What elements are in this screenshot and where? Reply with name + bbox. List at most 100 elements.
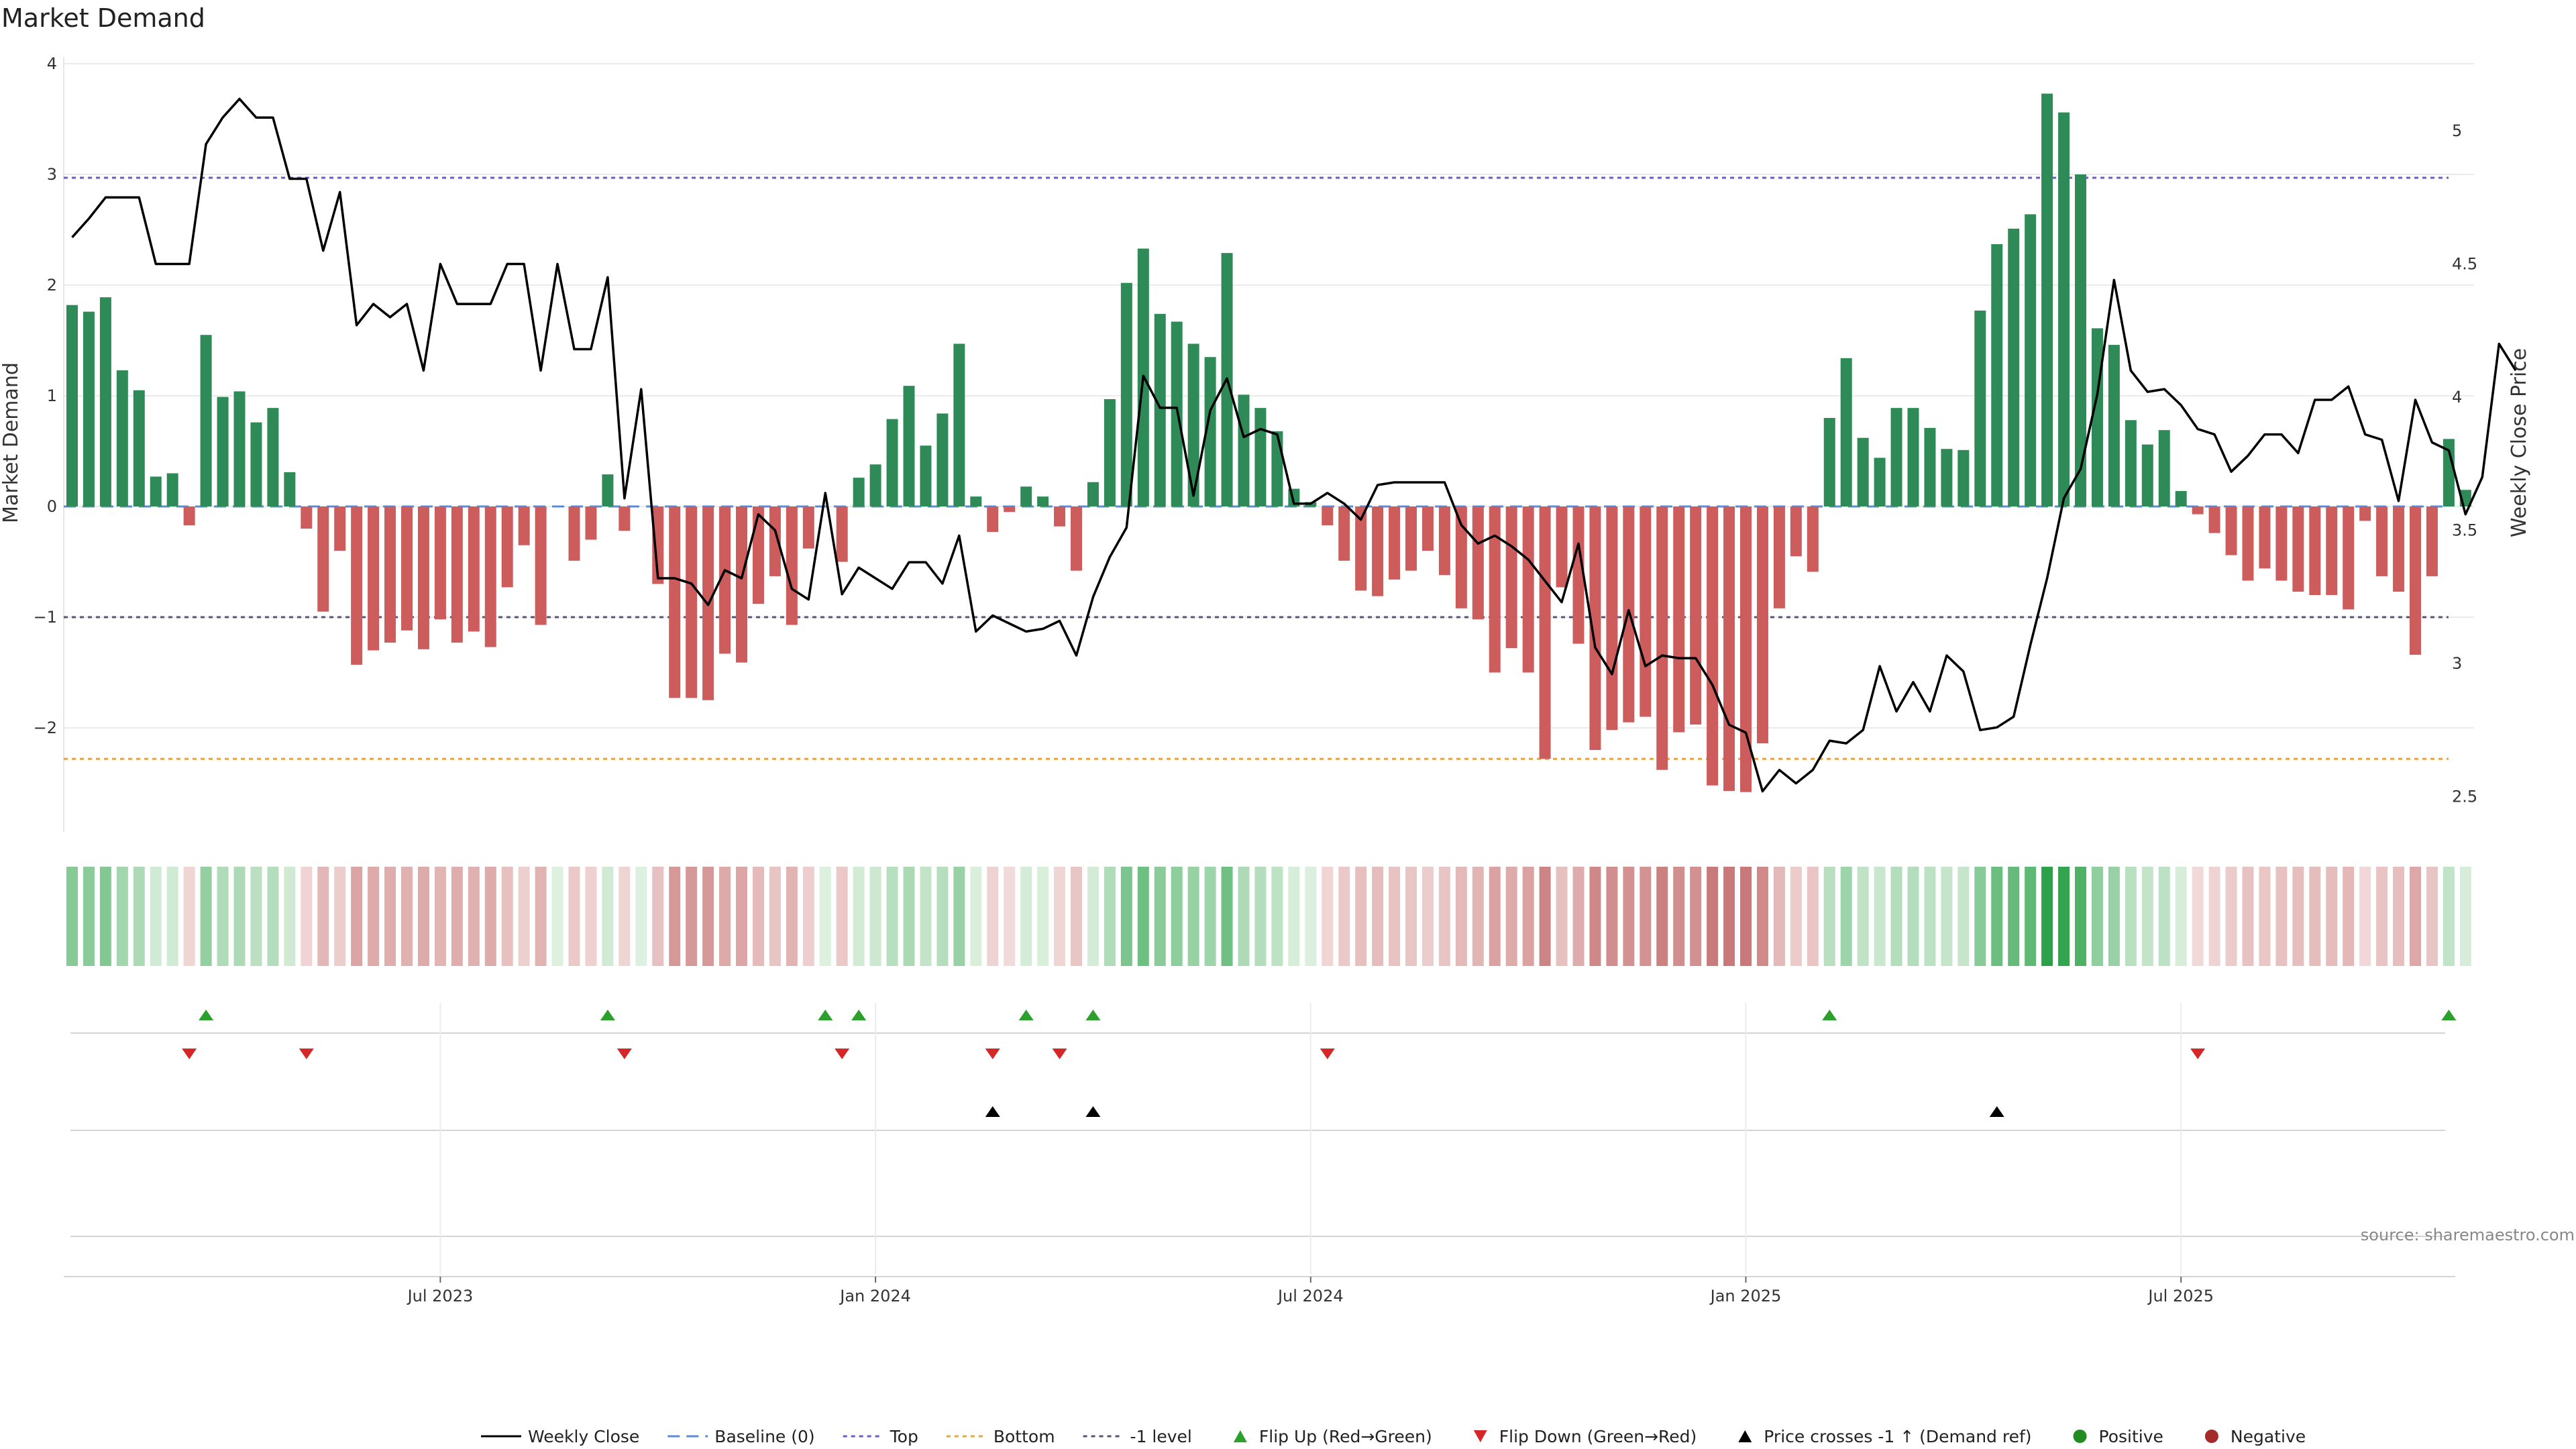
demand-bar-positive <box>936 413 949 506</box>
demand-bar-negative <box>535 506 547 625</box>
heat-cell <box>836 867 848 966</box>
demand-bar-positive <box>2058 112 2070 507</box>
heat-cell <box>384 867 396 966</box>
heat-cell <box>2343 867 2355 966</box>
heat-cell <box>451 867 463 966</box>
heat-cell <box>551 867 564 966</box>
heat-cell <box>1305 867 1317 966</box>
demand-bar-positive <box>166 473 178 506</box>
flip-down-marker <box>835 1049 850 1059</box>
price-cross-marker <box>1989 1106 2004 1117</box>
left-axis-label: Market Demand <box>0 362 23 523</box>
demand-bar-negative <box>1522 506 1534 673</box>
demand-bar-positive <box>1823 418 1835 506</box>
demand-bar-positive <box>2025 214 2037 506</box>
demand-bar-negative <box>1372 506 1384 596</box>
demand-bar-negative <box>301 506 313 529</box>
demand-bar-negative <box>384 506 396 643</box>
demand-bar-negative <box>417 506 429 649</box>
price-cross-marker <box>985 1106 1000 1117</box>
heat-cell <box>1656 867 1668 966</box>
demand-bar-negative <box>1790 506 1802 557</box>
demand-bar-positive <box>1874 458 1886 506</box>
demand-bar-positive <box>116 370 128 506</box>
heat-cell <box>1890 867 1902 966</box>
x-tick-label: Jan 2024 <box>839 1287 911 1305</box>
legend-label: Price crosses -1 ↑ (Demand ref) <box>1764 1427 2031 1446</box>
demand-bar-negative <box>401 506 413 631</box>
heat-cell <box>1020 867 1032 966</box>
legend-label: Bottom <box>994 1427 1055 1446</box>
demand-bar-negative <box>317 506 329 612</box>
demand-bar-negative <box>1807 506 1819 572</box>
legend-swatch-flip-down <box>1473 1430 1487 1442</box>
heat-cell <box>2410 867 2421 966</box>
legend-swatch-positive <box>2073 1430 2087 1443</box>
demand-bar-positive <box>1254 408 1267 506</box>
heat-cell <box>920 867 932 966</box>
demand-bar-negative <box>1421 506 1434 551</box>
demand-bar-negative <box>752 506 764 604</box>
heat-cell <box>1372 867 1384 966</box>
demand-bar-negative <box>1539 506 1551 759</box>
legend-label: Weekly Close <box>528 1427 639 1446</box>
flip-up-marker <box>2441 1010 2457 1020</box>
demand-bar-negative <box>836 506 848 562</box>
demand-bar-negative <box>2292 506 2304 592</box>
heat-cell <box>1640 867 1652 966</box>
demand-bar-positive <box>1271 431 1283 506</box>
demand-bar-negative <box>1640 506 1652 717</box>
heat-cell <box>2359 867 2371 966</box>
heat-cell <box>1673 867 1685 966</box>
heat-cell <box>133 867 145 966</box>
heat-cell <box>2225 867 2237 966</box>
heat-cell <box>2242 867 2254 966</box>
right-tick-label: 4 <box>2452 388 2462 407</box>
heat-cell <box>2058 867 2070 966</box>
right-tick-label: 5 <box>2452 121 2462 140</box>
demand-bar-positive <box>869 464 881 506</box>
demand-bar-positive <box>83 311 95 506</box>
heat-cell <box>2275 867 2288 966</box>
demand-bar-negative <box>2410 506 2421 655</box>
demand-bar-positive <box>903 386 915 506</box>
heat-cell <box>2259 867 2271 966</box>
heat-cell <box>1037 867 1049 966</box>
flip-down-marker <box>299 1049 314 1059</box>
heat-cell <box>150 867 162 966</box>
heat-cell <box>1773 867 1785 966</box>
demand-bar-negative <box>501 506 513 588</box>
demand-bar-positive <box>886 419 898 506</box>
demand-bar-positive <box>1974 310 1986 506</box>
heat-cell <box>233 867 246 966</box>
heat-cell <box>1974 867 1986 966</box>
heat-cell <box>1807 867 1819 966</box>
legend-item-positive: Positive <box>2073 1427 2163 1446</box>
weekly-close-line-group <box>71 97 2517 793</box>
demand-bar-negative <box>1054 506 1066 527</box>
demand-bar-positive <box>1857 437 1869 506</box>
legend-label: Negative <box>2231 1427 2306 1446</box>
heat-cell <box>2376 867 2388 966</box>
axes: 4 3 2 1 0 −1 −2 5 4.5 4 3.5 3 2.5 <box>34 54 2477 832</box>
demand-bar-positive <box>1924 427 1936 506</box>
heat-cell <box>819 867 831 966</box>
demand-bar-positive <box>2175 490 2187 506</box>
heat-cell <box>1924 867 1936 966</box>
heat-cell <box>2309 867 2321 966</box>
heat-cell <box>1288 867 1300 966</box>
demand-bar-negative <box>1355 506 1367 591</box>
heat-cell <box>284 867 296 966</box>
demand-bar-negative <box>619 506 631 531</box>
demand-bar-positive <box>2108 345 2120 506</box>
demand-bar-positive <box>1037 496 1049 506</box>
heat-cell <box>769 867 781 966</box>
heat-cell <box>66 867 78 966</box>
demand-bar-positive <box>970 496 982 506</box>
demand-bar-positive <box>2008 228 2020 506</box>
demand-bar-positive <box>2075 174 2086 506</box>
heat-cell <box>2025 867 2037 966</box>
heat-cell <box>1589 867 1601 966</box>
demand-bar-positive <box>2125 420 2137 506</box>
demand-bar-positive <box>2443 439 2455 506</box>
